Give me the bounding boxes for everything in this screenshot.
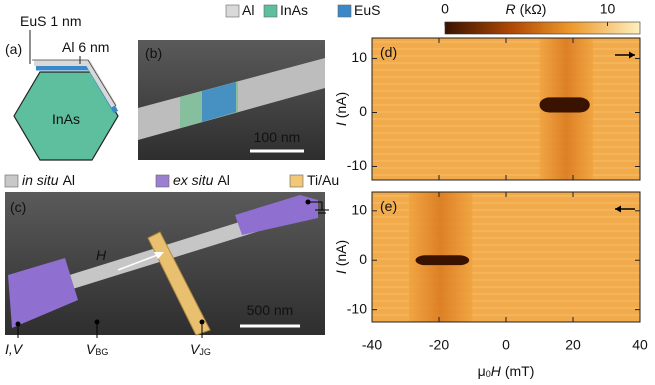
legend-label-part: ex situ xyxy=(173,172,214,188)
legend-label-part: InAs xyxy=(280,2,308,18)
contact-label-part: BG xyxy=(95,347,108,357)
y-axis-label-part: (nA) xyxy=(333,240,349,266)
x-tick-label: -40 xyxy=(362,337,382,353)
layer-label-part: Al 6 nm xyxy=(62,39,109,55)
legend-swatch xyxy=(155,174,170,188)
ex-situ-al xyxy=(235,195,318,235)
sweep-arrowhead xyxy=(629,51,635,59)
sweep-arrowhead xyxy=(615,205,621,213)
colorbar-label-part: (kΩ) xyxy=(520,1,547,17)
contact-label: VBG xyxy=(86,341,108,358)
ex-situ-al xyxy=(8,258,78,328)
panel-label-part: (b) xyxy=(145,45,162,61)
scale-label-part: 100 nm xyxy=(254,129,301,145)
shell-outline xyxy=(32,59,117,107)
arrowhead xyxy=(154,252,164,259)
layer-label-part: EuS 1 nm xyxy=(20,13,81,29)
legend-label: Ti/Au xyxy=(307,172,339,188)
legend-swatch xyxy=(337,4,352,18)
core-label: InAs xyxy=(52,111,80,127)
y-tick-label: -10 xyxy=(347,300,367,316)
colorbar-label: R (kΩ) xyxy=(506,1,547,17)
legend-label: EuS xyxy=(354,2,380,18)
heatmap-bg xyxy=(372,38,640,180)
contact-label-part: I,V xyxy=(5,341,24,357)
core-label-part: InAs xyxy=(52,111,80,127)
contact-dot xyxy=(305,199,311,205)
legend-label: ex situ Al xyxy=(173,172,230,188)
y-axis-label-part: I xyxy=(333,122,349,126)
inas-core xyxy=(13,71,119,161)
contact-label-part: V xyxy=(190,341,201,357)
x-axis-label: μ0H (mT) xyxy=(478,363,535,380)
panel-label: (e) xyxy=(380,198,397,214)
legend-swatch xyxy=(225,4,240,18)
x-tick-label: 40 xyxy=(632,337,648,353)
eus-segment xyxy=(202,82,236,122)
scale-label: 100 nm xyxy=(254,129,301,145)
legend-label-part: EuS xyxy=(354,2,380,18)
field-label-part: H xyxy=(96,247,107,263)
scale-label-part: 500 nm xyxy=(247,302,294,318)
ti-au-gate xyxy=(147,231,211,336)
legend-label: Al xyxy=(242,2,254,18)
y-tick-label: -10 xyxy=(347,157,367,173)
legend-label-part: Ti/Au xyxy=(307,172,339,188)
colorbar xyxy=(444,21,641,35)
x-axis-label-part: 0 xyxy=(486,369,491,379)
al-shell xyxy=(34,60,117,108)
panel-label-part: (a) xyxy=(5,41,22,57)
panel-label-part: (c) xyxy=(10,199,26,215)
legend-label: InAs xyxy=(280,2,308,18)
y-tick-label: 0 xyxy=(359,251,367,267)
colorbar-label-part: R xyxy=(506,1,516,17)
legend-label-part: Al xyxy=(242,2,254,18)
y-tick-label: 10 xyxy=(351,201,367,217)
y-tick-label: 0 xyxy=(359,103,367,119)
superconducting-region xyxy=(539,97,590,113)
x-tick-label: 0 xyxy=(502,337,510,353)
legend-swatch xyxy=(4,174,19,188)
superconducting-region xyxy=(415,255,470,266)
x-tick-label: 20 xyxy=(565,337,581,353)
contact-label-part: JG xyxy=(199,347,211,357)
layer-label: EuS 1 nm xyxy=(20,13,81,29)
contact-label: VJG xyxy=(190,341,211,358)
contact-label: I,V xyxy=(5,341,24,357)
x-axis-label-part: μ xyxy=(478,363,486,379)
y-axis-label-part: I xyxy=(333,270,349,274)
legend-label-part: in situ xyxy=(22,172,59,188)
legend-swatch xyxy=(263,4,278,18)
panel-label-part: (d) xyxy=(380,44,397,60)
y-axis-label: I (nA) xyxy=(333,92,349,126)
y-axis-label: I (nA) xyxy=(333,240,349,274)
panel-label: (b) xyxy=(145,45,162,61)
y-axis-label-part: (nA) xyxy=(333,92,349,118)
x-tick-label: -20 xyxy=(429,337,449,353)
panel-label: (d) xyxy=(380,44,397,60)
colorbar-tick-label: 10 xyxy=(600,1,616,17)
x-axis-label-part: (mT) xyxy=(505,363,535,379)
colorbar-tick-label: 0 xyxy=(441,1,449,17)
panel-label-part: (e) xyxy=(380,198,397,214)
scale-label: 500 nm xyxy=(247,302,294,318)
panel-label: (c) xyxy=(10,199,26,215)
panel-label: (a) xyxy=(5,41,22,57)
field-arrow xyxy=(117,253,161,271)
x-axis-label-part: H xyxy=(491,363,502,379)
legend-swatch xyxy=(289,174,304,188)
layer-label: Al 6 nm xyxy=(62,39,109,55)
legend-label: in situ Al xyxy=(22,172,75,188)
legend-label-part: Al xyxy=(63,172,75,188)
field-label: H xyxy=(96,247,107,263)
y-tick-label: 10 xyxy=(351,49,367,65)
legend-label-part: Al xyxy=(217,172,229,188)
contact-label-part: V xyxy=(86,341,97,357)
